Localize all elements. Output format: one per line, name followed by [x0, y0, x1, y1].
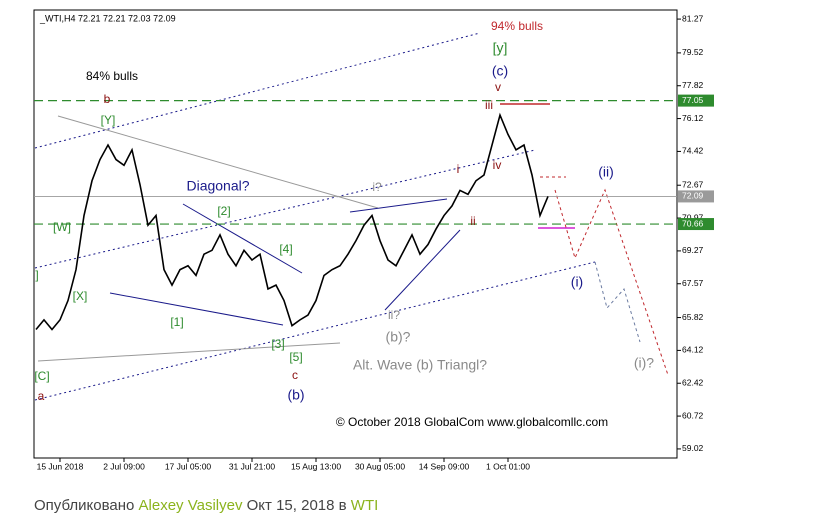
footer: Опубликовано Alexey Vasilyev Окт 15, 201… — [34, 497, 378, 514]
annotation: [2] — [217, 204, 230, 218]
level-label: 72.09 — [682, 191, 704, 201]
annotation: © October 2018 GlobalCom www.globalcomll… — [336, 415, 608, 429]
annotation: 84% bulls — [86, 69, 138, 83]
y-tick-label: 76.12 — [682, 113, 704, 123]
annotation: [C] — [34, 369, 49, 383]
y-tick-label: 70.97 — [682, 212, 704, 222]
level-marker — [678, 94, 714, 107]
y-tick-label: 79.52 — [682, 47, 704, 57]
annotation: [y] — [493, 40, 508, 56]
y-tick-label: 81.27 — [682, 13, 704, 23]
x-tick-label: 14 Sep 09:00 — [419, 461, 470, 471]
annotation: [5] — [289, 350, 302, 364]
annotation: i — [457, 162, 460, 176]
footer-date: Окт 15, 2018 в — [246, 497, 347, 514]
annotation: a — [38, 389, 45, 403]
annotation: (b) — [287, 387, 304, 403]
y-tick-label: 72.67 — [682, 179, 704, 189]
trend-line — [109, 292, 284, 326]
annotation: b — [104, 92, 111, 106]
y-tick-label: 74.42 — [682, 146, 704, 156]
annotation: ] — [35, 268, 38, 282]
x-tick-label: 1 Oct 01:00 — [486, 461, 530, 471]
x-tick-label: 31 Jul 21:00 — [229, 461, 276, 471]
annotation: [1] — [170, 315, 183, 329]
annotation: (i)? — [634, 355, 654, 371]
annotation: Alt. Wave (b) Triangl? — [353, 357, 487, 373]
annotation: (b)? — [386, 329, 411, 345]
level-marker — [678, 218, 714, 231]
annotation: [3] — [271, 337, 284, 351]
annotation: (ii) — [598, 164, 614, 180]
x-tick-label: 30 Aug 05:00 — [355, 461, 405, 471]
annotation: [X] — [73, 289, 88, 303]
author-link[interactable]: Alexey Vasilyev — [138, 497, 243, 514]
projection — [554, 188, 669, 376]
chart-title: _WTI,H4 72.21 72.21 72.03 72.09 — [39, 13, 176, 23]
annotation: [Y] — [101, 113, 116, 127]
drawings — [34, 32, 669, 401]
projection — [594, 261, 641, 343]
trend-line — [349, 198, 448, 213]
annotation: ii? — [388, 308, 400, 322]
annotation: iii — [485, 98, 493, 112]
trend-line — [37, 342, 341, 362]
annotation: i? — [372, 180, 382, 194]
x-tick-label: 2 Jul 09:00 — [103, 461, 145, 471]
x-tick-label: 17 Jul 05:00 — [165, 461, 212, 471]
y-tick-label: 77.82 — [682, 80, 704, 90]
trend-line — [57, 115, 379, 209]
price-line — [35, 112, 549, 331]
y-tick-label: 62.42 — [682, 377, 704, 387]
annotation: 94% bulls — [491, 19, 543, 33]
y-tick-label: 65.82 — [682, 312, 704, 322]
x-tick-label: 15 Jun 2018 — [37, 461, 84, 471]
footer-prefix: Опубликовано — [34, 497, 135, 514]
y-tick-label: 60.72 — [682, 410, 704, 420]
y-tick-label: 67.57 — [682, 278, 704, 288]
annotation: Diagonal? — [186, 178, 249, 194]
channel-line — [34, 32, 481, 149]
channel-line — [34, 261, 596, 401]
annotation: [4] — [279, 242, 292, 256]
annotation: v — [495, 80, 501, 94]
y-tick-label: 64.12 — [682, 345, 704, 355]
annotation: (i) — [571, 274, 583, 290]
y-tick-label: 69.27 — [682, 245, 704, 255]
level-label: 70.66 — [682, 218, 704, 228]
x-tick-label: 15 Aug 13:00 — [291, 461, 341, 471]
annotation: ii — [470, 214, 475, 228]
trend-line — [384, 229, 461, 311]
annotation: iv — [493, 158, 502, 172]
chart: _WTI,H4 72.21 72.21 72.03 72.09 81.27 79.… — [33, 9, 714, 471]
level-marker — [678, 190, 714, 203]
trend-line — [182, 203, 303, 274]
y-tick-label: 59.02 — [682, 443, 704, 453]
annotation: (c) — [492, 63, 508, 79]
annotation: c — [292, 368, 298, 382]
plot-frame — [33, 9, 678, 459]
channel-line — [34, 149, 536, 269]
symbol-link[interactable]: WTI — [350, 497, 379, 514]
annotation: [W] — [53, 220, 71, 234]
level-label: 77.05 — [682, 95, 704, 105]
